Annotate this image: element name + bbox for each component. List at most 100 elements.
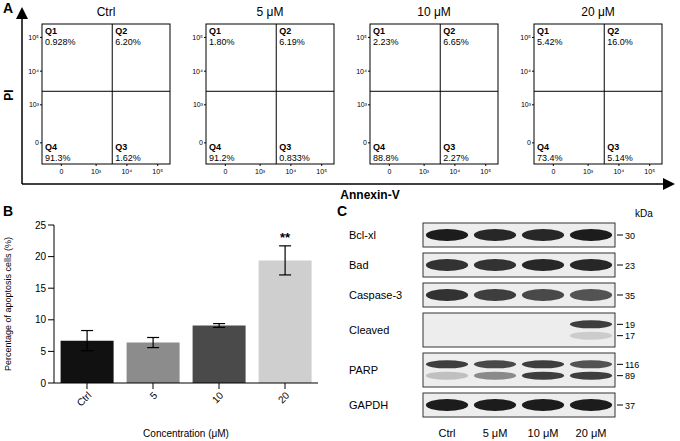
svg-text:kDa: kDa [635,208,653,219]
svg-text:10⁵: 10⁵ [28,34,39,41]
svg-text:Q1: Q1 [209,26,221,36]
svg-text:0: 0 [387,168,391,175]
svg-text:116: 116 [625,360,639,370]
svg-text:20 μM: 20 μM [581,5,615,19]
svg-text:10⁵: 10⁵ [356,34,367,41]
svg-text:37: 37 [625,401,635,411]
svg-text:30: 30 [625,231,635,241]
svg-text:10⁴: 10⁴ [121,168,132,175]
svg-text:10⁴: 10⁴ [520,68,531,75]
svg-text:Q1: Q1 [45,26,57,36]
svg-text:Q3: Q3 [607,142,619,152]
svg-text:GAPDH: GAPDH [349,399,388,411]
svg-text:16.0%: 16.0% [607,37,633,47]
svg-text:91.2%: 91.2% [209,153,235,163]
svg-text:20: 20 [35,251,47,262]
svg-text:0: 0 [199,139,203,146]
svg-text:0: 0 [59,168,63,175]
svg-text:15: 15 [35,283,47,294]
svg-text:10³: 10³ [419,168,430,175]
svg-text:Q2: Q2 [443,26,455,36]
svg-text:Q3: Q3 [279,142,291,152]
svg-text:2.23%: 2.23% [373,37,399,47]
svg-text:Q1: Q1 [537,26,549,36]
svg-text:73.4%: 73.4% [537,153,563,163]
svg-text:0: 0 [363,139,367,146]
svg-text:0: 0 [40,378,46,389]
svg-text:10³: 10³ [521,101,532,108]
svg-text:10⁵: 10⁵ [644,168,655,175]
svg-text:Ctrl: Ctrl [438,427,455,439]
svg-text:Cleaved: Cleaved [349,324,389,336]
svg-text:10³: 10³ [583,168,594,175]
svg-text:1.62%: 1.62% [115,153,141,163]
svg-text:91.3%: 91.3% [45,153,71,163]
svg-text:PI: PI [2,89,16,100]
svg-text:5: 5 [40,346,46,357]
svg-text:1.80%: 1.80% [209,37,235,47]
svg-text:0: 0 [35,139,39,146]
svg-text:10⁴: 10⁴ [285,168,296,175]
svg-text:Q4: Q4 [209,142,221,152]
svg-text:Q2: Q2 [279,26,291,36]
svg-text:Q2: Q2 [607,26,619,36]
svg-text:Annexin-V: Annexin-V [340,188,399,202]
svg-text:25: 25 [35,220,47,231]
svg-text:Q3: Q3 [115,142,127,152]
svg-text:C: C [337,203,347,219]
svg-text:10³: 10³ [193,101,204,108]
svg-text:10³: 10³ [357,101,368,108]
svg-text:10³: 10³ [91,168,102,175]
svg-text:10: 10 [35,314,47,325]
svg-text:0: 0 [551,168,555,175]
svg-text:2.27%: 2.27% [443,153,469,163]
svg-text:10⁵: 10⁵ [520,34,531,41]
svg-text:89: 89 [625,371,635,381]
svg-text:10⁵: 10⁵ [152,168,163,175]
svg-text:10: 10 [210,389,226,405]
svg-text:0: 0 [527,139,531,146]
svg-text:10⁵: 10⁵ [192,34,203,41]
svg-text:PARP: PARP [349,364,378,376]
svg-text:6.20%: 6.20% [115,37,141,47]
svg-text:10 μM: 10 μM [528,427,559,439]
svg-text:**: ** [280,230,291,245]
svg-text:10³: 10³ [255,168,266,175]
svg-text:10⁴: 10⁴ [613,168,624,175]
svg-text:Bcl-xl: Bcl-xl [349,229,376,241]
svg-text:35: 35 [625,291,635,301]
svg-text:19: 19 [625,320,635,330]
svg-text:Q4: Q4 [537,142,549,152]
svg-text:Q4: Q4 [45,142,57,152]
svg-text:0.833%: 0.833% [279,153,310,163]
svg-text:0.928%: 0.928% [45,37,76,47]
svg-text:5.42%: 5.42% [537,37,563,47]
svg-text:17: 17 [625,331,635,341]
svg-text:Ctrl: Ctrl [75,390,94,409]
svg-text:Ctrl: Ctrl [97,5,116,19]
svg-text:Q3: Q3 [443,142,455,152]
svg-text:6.65%: 6.65% [443,37,469,47]
svg-text:Q2: Q2 [115,26,127,36]
svg-text:Caspase-3: Caspase-3 [349,289,402,301]
svg-text:Percentage of apoptosis cells: Percentage of apoptosis cells (%) [3,237,13,371]
svg-text:10⁴: 10⁴ [28,68,39,75]
svg-text:10³: 10³ [29,101,40,108]
svg-text:88.8%: 88.8% [373,153,399,163]
svg-text:10⁵: 10⁵ [480,168,491,175]
svg-text:A: A [3,0,13,16]
svg-text:6.19%: 6.19% [279,37,305,47]
svg-text:Concentration (μM): Concentration (μM) [143,428,229,439]
svg-text:10⁴: 10⁴ [449,168,460,175]
svg-text:5.14%: 5.14% [607,153,633,163]
svg-text:10⁴: 10⁴ [356,68,367,75]
svg-text:10⁵: 10⁵ [316,168,327,175]
svg-text:Bad: Bad [349,259,369,271]
svg-text:5: 5 [148,389,160,401]
svg-text:Q4: Q4 [373,142,385,152]
svg-text:20 μM: 20 μM [576,427,607,439]
svg-text:20: 20 [276,389,292,405]
svg-text:Q1: Q1 [373,26,385,36]
svg-text:0: 0 [223,168,227,175]
svg-text:10⁴: 10⁴ [192,68,203,75]
